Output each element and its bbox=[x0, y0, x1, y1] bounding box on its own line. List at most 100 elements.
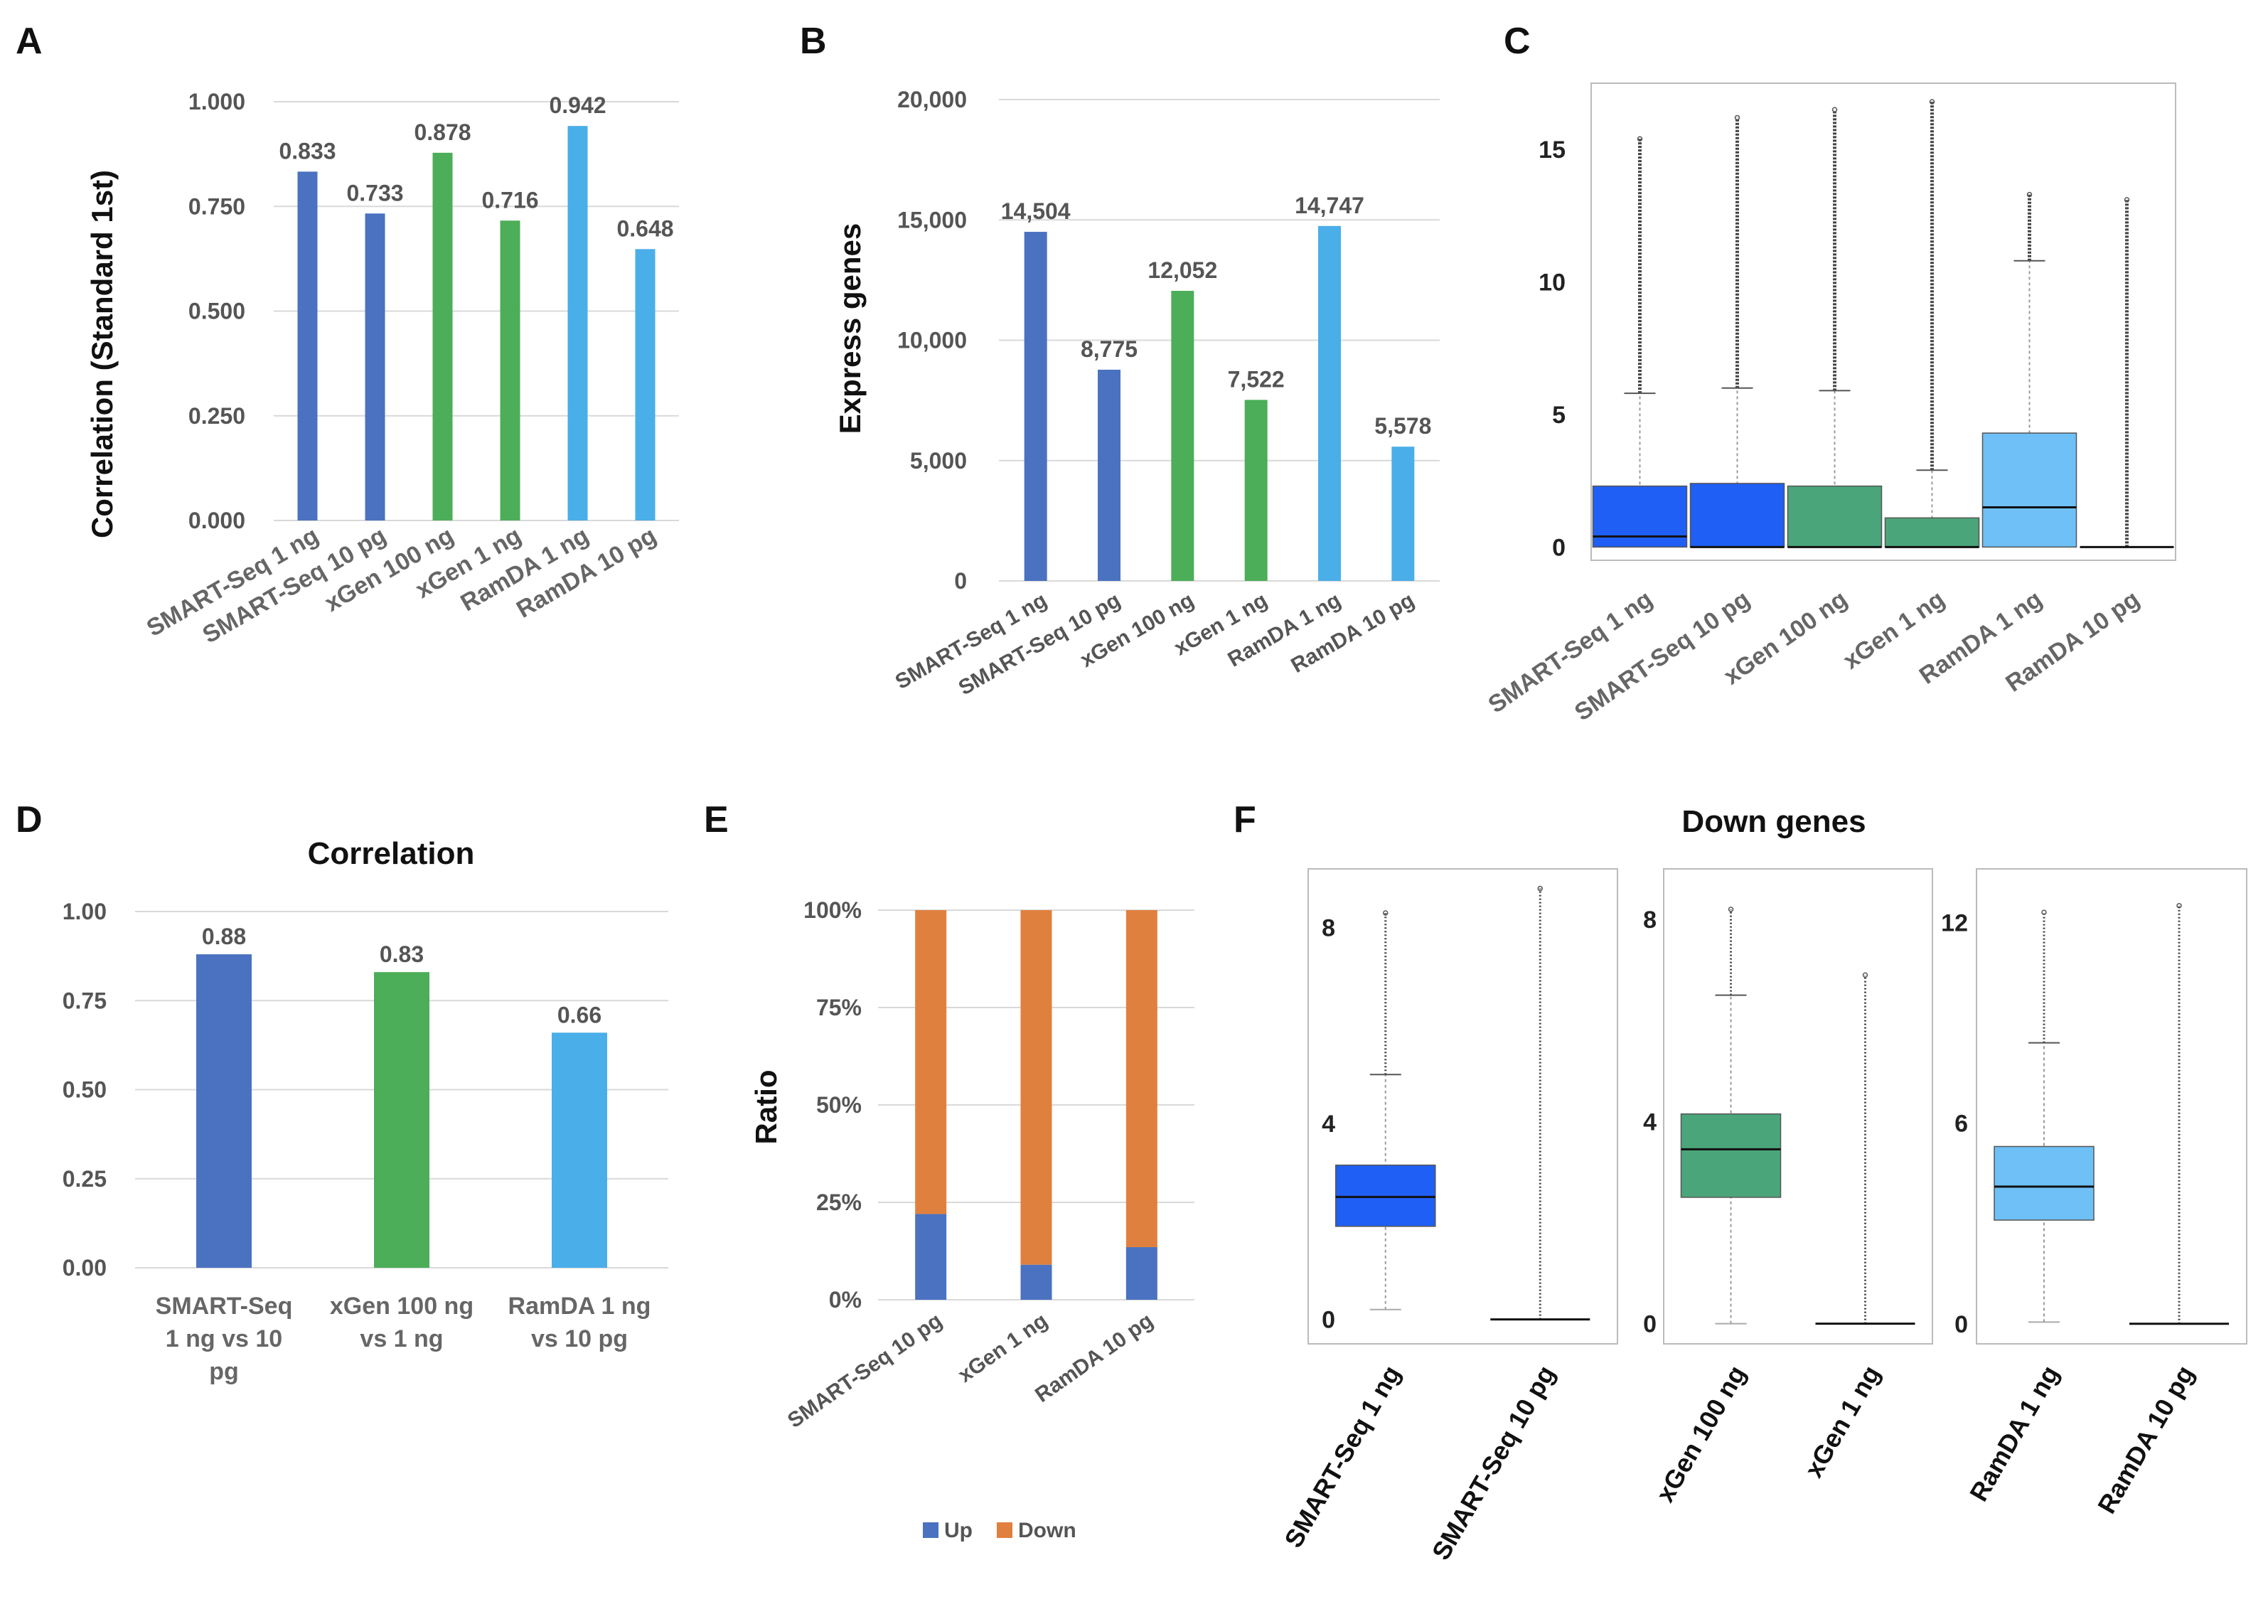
y-tick-label: 20,000 bbox=[897, 87, 967, 112]
outlier-point bbox=[1728, 907, 1734, 912]
box bbox=[1689, 483, 1785, 548]
panel-f-title: Down genes bbox=[1681, 804, 1866, 839]
panel-label-b: B bbox=[800, 21, 827, 62]
y-tick-label: 0 bbox=[1954, 1311, 1968, 1338]
y-tick-label: 12 bbox=[1941, 909, 1968, 936]
stacked-bar-segment bbox=[1020, 910, 1052, 1265]
box bbox=[1884, 517, 1980, 548]
panel-e-ylabel: Ratio bbox=[749, 1070, 783, 1145]
bar bbox=[1318, 225, 1341, 581]
panel-d-chart: 0.00 0.25 0.50 0.75 1.00 0.88 SMART-Seq 1 ng vs… bbox=[63, 899, 668, 1385]
bar bbox=[552, 1032, 607, 1268]
y-tick-label: 25% bbox=[816, 1190, 862, 1215]
bar bbox=[432, 152, 453, 520]
plot-frame bbox=[1663, 868, 1933, 1345]
legend-label-up: Up bbox=[944, 1519, 973, 1542]
legend-swatch-down bbox=[997, 1522, 1012, 1538]
y-tick-label: 5 bbox=[1552, 402, 1566, 429]
panel-label-e: E bbox=[704, 799, 729, 840]
bar-value-label: 14,747 bbox=[1295, 193, 1364, 218]
outlier-point bbox=[1383, 910, 1389, 916]
x-tick-label: RamDA 1 ng vs 10 pg bbox=[508, 1293, 651, 1352]
stacked-bar-segment bbox=[1125, 910, 1157, 1248]
stacked-bar-segment bbox=[1020, 1264, 1052, 1300]
x-tick-label: SMART-Seq 1 ng vs 10 pg bbox=[156, 1293, 293, 1385]
bar bbox=[297, 171, 318, 520]
plot-frame bbox=[1307, 868, 1618, 1345]
bar-value-label: 8,775 bbox=[1081, 336, 1138, 362]
y-tick-label: 0.250 bbox=[188, 403, 245, 429]
panel-a-ylabel: Correlation (Standard 1st) bbox=[85, 170, 119, 538]
bar bbox=[635, 249, 656, 520]
x-tick-label: xGen 100 ng vs 1 ng bbox=[330, 1293, 474, 1352]
y-tick-label: 8 bbox=[1643, 907, 1657, 934]
y-tick-label: 0.00 bbox=[63, 1255, 107, 1281]
y-tick-label: 0.25 bbox=[63, 1166, 107, 1192]
box bbox=[1335, 1164, 1436, 1227]
outlier-point bbox=[2041, 909, 2047, 915]
stacked-bar-segment bbox=[1125, 1247, 1157, 1300]
y-tick-label: 0.750 bbox=[188, 193, 245, 219]
legend-swatch-up bbox=[923, 1522, 938, 1538]
panel-d-title: Correlation bbox=[308, 836, 475, 871]
legend-label-down: Down bbox=[1018, 1519, 1076, 1542]
y-tick-label: 0 bbox=[954, 568, 967, 594]
panel-label-a: A bbox=[16, 21, 43, 62]
bar-value-label: 7,522 bbox=[1228, 366, 1285, 392]
y-tick-label: 8 bbox=[1322, 915, 1335, 942]
stacked-bar-segment bbox=[915, 1214, 947, 1300]
bar-value-label: 14,504 bbox=[1001, 198, 1071, 224]
box bbox=[1787, 485, 1883, 548]
panel-b-ylabel: Express genes bbox=[833, 223, 867, 434]
y-tick-label: 1.00 bbox=[63, 899, 107, 924]
box bbox=[1981, 432, 2077, 548]
bar-value-label: 0.648 bbox=[616, 215, 673, 241]
outlier-point bbox=[1862, 972, 1868, 978]
plot-frame bbox=[1590, 82, 2176, 561]
y-tick-label: 0 bbox=[1322, 1307, 1335, 1334]
bar bbox=[1244, 400, 1268, 581]
bar bbox=[567, 126, 588, 521]
y-tick-label: 0.000 bbox=[188, 508, 245, 533]
bar bbox=[365, 213, 385, 520]
outlier-point bbox=[2026, 191, 2033, 198]
y-tick-label: 6 bbox=[1954, 1111, 1968, 1138]
bar bbox=[1391, 447, 1415, 581]
y-tick-label: 10 bbox=[1539, 269, 1566, 297]
y-tick-label: 4 bbox=[1322, 1111, 1335, 1138]
y-tick-label: 5,000 bbox=[910, 448, 967, 474]
bar-value-label: 0.833 bbox=[279, 138, 336, 164]
bar-value-label: 0.878 bbox=[414, 119, 471, 145]
bar bbox=[196, 954, 252, 1268]
y-tick-label: 0 bbox=[1643, 1311, 1657, 1338]
bar-value-label: 0.83 bbox=[380, 941, 424, 967]
outlier-point bbox=[2176, 902, 2182, 909]
box bbox=[1592, 485, 1688, 548]
bar-value-label: 0.88 bbox=[202, 924, 246, 949]
bar bbox=[1171, 291, 1194, 581]
bar bbox=[1024, 232, 1047, 581]
bar-value-label: 0.942 bbox=[549, 92, 606, 118]
stacked-bar-segment bbox=[915, 910, 947, 1214]
panel-label-f: F bbox=[1234, 799, 1256, 840]
panel-label-c: C bbox=[1504, 21, 1531, 62]
y-tick-label: 10,000 bbox=[897, 328, 967, 353]
bar-value-label: 0.716 bbox=[481, 187, 538, 213]
outlier-point bbox=[1831, 107, 1838, 113]
panel-label-d: D bbox=[16, 799, 43, 840]
bar bbox=[500, 220, 520, 520]
bar-value-label: 5,578 bbox=[1374, 413, 1431, 439]
y-tick-label: 0 bbox=[1552, 534, 1566, 561]
box bbox=[1994, 1145, 2095, 1221]
y-tick-label: 0.500 bbox=[188, 299, 245, 324]
plot-frame bbox=[1976, 868, 2247, 1345]
y-tick-label: 50% bbox=[816, 1092, 862, 1118]
y-tick-label: 15 bbox=[1539, 137, 1566, 164]
bar-value-label: 0.733 bbox=[346, 180, 403, 205]
bar bbox=[1098, 369, 1120, 581]
outlier-point bbox=[1537, 885, 1543, 892]
outlier-point bbox=[1734, 114, 1740, 121]
y-tick-label: 4 bbox=[1643, 1109, 1657, 1136]
